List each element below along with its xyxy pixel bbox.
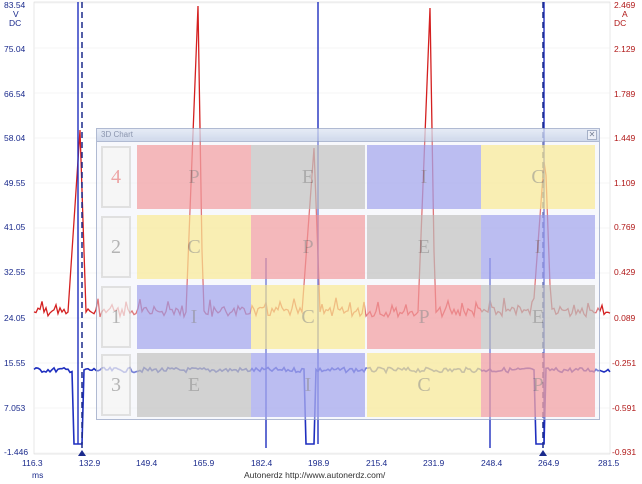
left-axis-tick: 24.05	[4, 313, 26, 323]
stroke-cell: E	[367, 215, 481, 279]
cursor-handle-icon[interactable]	[78, 450, 86, 456]
bottom-axis-tick: 116.3	[22, 458, 43, 468]
stroke-cell: I	[367, 145, 481, 209]
right-axis-tick: -0.591	[612, 403, 636, 413]
stroke-cell: P	[137, 145, 251, 209]
left-axis: 83.54 V DC 75.04 66.54 58.04 49.55 41.05…	[4, 0, 28, 457]
cursor-lines	[78, 2, 547, 456]
bottom-axis-tick: 248.4	[481, 458, 503, 468]
bottom-axis-tick: 182.4	[251, 458, 273, 468]
bottom-axis-tick: 231.9	[423, 458, 445, 468]
overlay-titlebar[interactable]: 3D Chart ✕	[97, 129, 599, 142]
bottom-axis-unit: ms	[32, 470, 43, 480]
bottom-axis: 116.3 ms 132.9 149.4 165.9 182.4 198.9 2…	[22, 458, 620, 480]
left-axis-tick: 83.54	[4, 0, 26, 10]
left-axis-tick: 41.05	[4, 222, 26, 232]
stroke-cell: P	[367, 285, 481, 349]
right-axis-tick: 0.769	[614, 222, 636, 232]
left-axis-unit: V	[13, 9, 19, 19]
credit-text: Autonerdz http://www.autonerdz.com/	[244, 470, 386, 480]
stroke-cell: E	[481, 285, 595, 349]
right-axis-tick: 0.429	[614, 267, 636, 277]
bottom-axis-tick: 149.4	[136, 458, 158, 468]
stroke-cell: E	[251, 145, 365, 209]
stroke-cell: I	[137, 285, 251, 349]
stroke-cell: C	[137, 215, 251, 279]
overlay-title: 3D Chart	[101, 130, 134, 139]
right-axis-tick: 1.109	[614, 178, 636, 188]
bottom-axis-tick: 281.5	[598, 458, 620, 468]
bottom-axis-tick: 215.4	[366, 458, 388, 468]
left-axis-unit: DC	[9, 18, 21, 28]
stroke-cell: E	[137, 353, 251, 417]
stroke-cell: C	[367, 353, 481, 417]
cursor-handle-icon[interactable]	[539, 450, 547, 456]
right-axis-tick: -0.251	[612, 358, 636, 368]
stroke-cell: C	[481, 145, 595, 209]
right-axis-tick: -0.931	[612, 447, 636, 457]
stroke-cell: P	[251, 215, 365, 279]
cylinder-label: 3	[101, 354, 131, 416]
bottom-axis-tick: 132.9	[79, 458, 101, 468]
left-axis-tick: 75.04	[4, 44, 26, 54]
left-axis-tick: 66.54	[4, 89, 26, 99]
bottom-axis-tick: 198.9	[308, 458, 330, 468]
right-axis-unit: DC	[614, 18, 626, 28]
cylinder-label: 2	[101, 216, 131, 278]
right-axis: 2.469 A DC 2.129 1.789 1.449 1.109 0.769…	[612, 0, 636, 457]
left-axis-tick: 7.053	[4, 403, 26, 413]
stroke-cell: I	[481, 215, 595, 279]
left-axis-tick: 49.55	[4, 178, 26, 188]
stroke-cell: C	[251, 285, 365, 349]
stroke-cell: P	[481, 353, 595, 417]
right-axis-unit: A	[622, 9, 628, 19]
bottom-axis-tick: 264.9	[538, 458, 560, 468]
left-axis-tick: 58.04	[4, 133, 26, 143]
bottom-axis-tick: 165.9	[193, 458, 215, 468]
close-icon[interactable]: ✕	[587, 130, 597, 140]
right-axis-tick: 2.469	[614, 0, 636, 10]
right-axis-tick: 1.789	[614, 89, 636, 99]
cylinder-label: 1	[101, 286, 131, 348]
cylinder-label: 4	[101, 146, 131, 208]
left-axis-tick: -1.446	[4, 447, 28, 457]
right-axis-tick: 2.129	[614, 44, 636, 54]
stroke-cell: I	[251, 353, 365, 417]
right-axis-tick: 1.449	[614, 133, 636, 143]
left-axis-tick: 15.55	[4, 358, 26, 368]
right-axis-tick: 0.089	[614, 313, 636, 323]
left-axis-tick: 32.55	[4, 267, 26, 277]
